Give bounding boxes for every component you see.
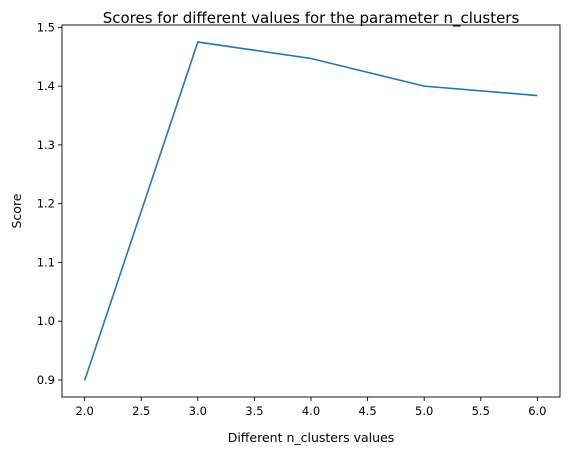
- y-tick-label: 1.0: [37, 314, 55, 328]
- x-axis-label: Different n_clusters values: [228, 430, 395, 445]
- y-axis-label: Score: [9, 193, 24, 228]
- y-tick-label: 1.3: [37, 138, 55, 152]
- y-tick-label: 1.4: [37, 79, 55, 93]
- x-tick-label: 4.5: [358, 404, 376, 418]
- x-tick-label: 5.0: [415, 404, 433, 418]
- y-tick-label: 1.5: [37, 20, 55, 34]
- series-line: [83, 41, 538, 381]
- y-tick-label: 1.1: [37, 255, 55, 269]
- x-tick-label: 2.0: [75, 404, 93, 418]
- plot-frame: [61, 24, 561, 398]
- x-tick-label: 6.0: [528, 404, 546, 418]
- x-tick-label: 3.0: [189, 404, 207, 418]
- chart-title: Scores for different values for the para…: [103, 9, 520, 28]
- y-axis-ticks: 0.9 1.0 1.1 1.2 1.3 1.4 1.5: [37, 20, 62, 387]
- x-tick-label: 4.0: [302, 404, 320, 418]
- y-tick-label: 0.9: [37, 373, 55, 387]
- y-tick-label: 1.2: [37, 197, 55, 211]
- x-tick-label: 2.5: [132, 404, 150, 418]
- x-tick-label: 5.5: [472, 404, 490, 418]
- x-tick-label: 3.5: [245, 404, 263, 418]
- x-axis-ticks: 2.0 2.5 3.0 3.5 4.0 4.5 5.0 5.5 6.0: [75, 397, 547, 418]
